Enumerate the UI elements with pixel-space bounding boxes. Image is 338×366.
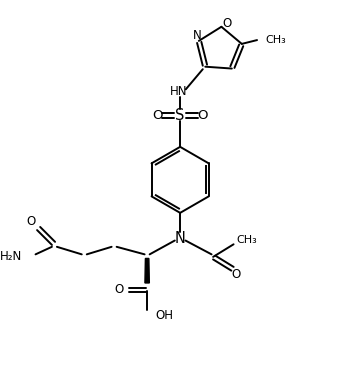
Polygon shape [145, 258, 149, 283]
Text: H₂N: H₂N [0, 250, 22, 264]
Text: CH₃: CH₃ [237, 235, 258, 244]
Text: O: O [197, 109, 208, 122]
Text: HN: HN [170, 85, 187, 98]
Text: CH₃: CH₃ [266, 35, 287, 45]
Text: N: N [175, 231, 186, 246]
Text: O: O [232, 268, 241, 281]
Text: O: O [222, 17, 232, 30]
Text: OH: OH [155, 309, 173, 321]
Text: S: S [175, 108, 185, 123]
Text: O: O [115, 283, 124, 296]
Text: O: O [26, 215, 35, 228]
Text: O: O [152, 109, 163, 122]
Text: N: N [193, 29, 202, 42]
